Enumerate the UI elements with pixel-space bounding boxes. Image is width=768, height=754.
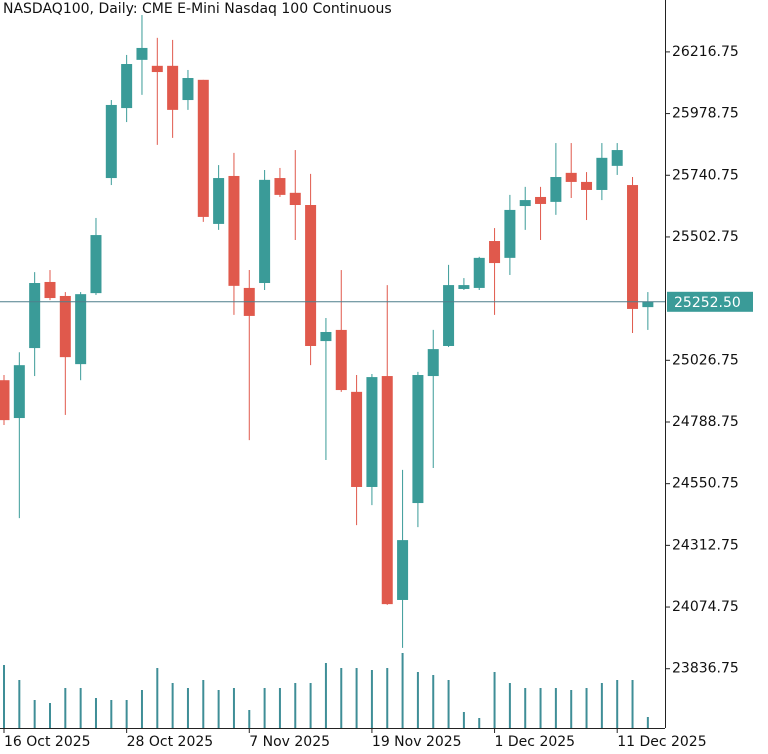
candle-body bbox=[535, 196, 547, 204]
candle-body bbox=[550, 177, 562, 202]
candle-body bbox=[504, 209, 516, 258]
candle-body bbox=[443, 285, 455, 346]
candle-body bbox=[0, 380, 10, 421]
y-tick-label: 23836.75 bbox=[672, 661, 739, 677]
candle-body bbox=[13, 365, 25, 419]
candle-body bbox=[259, 179, 271, 284]
candle-body bbox=[136, 47, 148, 60]
candle-body bbox=[197, 79, 209, 217]
y-tick-label: 25026.75 bbox=[672, 352, 739, 368]
candle-body bbox=[90, 235, 102, 294]
candle-body bbox=[105, 104, 117, 179]
y-tick-label: 25740.75 bbox=[672, 167, 739, 183]
candle-body bbox=[274, 178, 286, 195]
candle-body bbox=[458, 285, 470, 289]
candle-body bbox=[228, 175, 240, 286]
y-tick-label: 24312.75 bbox=[672, 537, 739, 553]
candle-body bbox=[611, 150, 623, 166]
candle-body bbox=[489, 241, 501, 264]
y-tick-label: 25978.75 bbox=[672, 106, 739, 122]
candle-body bbox=[121, 64, 133, 109]
candle-body bbox=[473, 257, 485, 288]
candle-body bbox=[366, 377, 378, 487]
candle-body bbox=[213, 178, 225, 224]
x-tick-label: 16 Oct 2025 bbox=[4, 734, 91, 750]
candle-body bbox=[642, 301, 654, 308]
candle-body bbox=[335, 329, 347, 391]
chart-title: NASDAQ100, Daily: CME E-Mini Nasdaq 100 … bbox=[3, 1, 392, 17]
candle-body bbox=[519, 200, 531, 207]
candle-body bbox=[565, 172, 577, 182]
candle-body bbox=[29, 283, 41, 349]
x-tick-label: 28 Oct 2025 bbox=[127, 734, 214, 750]
x-tick-label: 11 Dec 2025 bbox=[617, 734, 706, 750]
x-tick-label: 19 Nov 2025 bbox=[372, 734, 462, 750]
candle-body bbox=[305, 205, 317, 346]
candle-body bbox=[427, 349, 439, 377]
y-tick-label: 24550.75 bbox=[672, 476, 739, 492]
candle-body bbox=[320, 331, 332, 342]
candle-body bbox=[289, 192, 301, 206]
y-tick-label: 26216.75 bbox=[672, 44, 739, 60]
candle-body bbox=[397, 540, 409, 600]
last-price-label: 25252.50 bbox=[674, 295, 741, 311]
candle-body bbox=[596, 157, 608, 190]
candle-body bbox=[44, 281, 56, 299]
x-tick-label: 7 Nov 2025 bbox=[249, 734, 330, 750]
candle-body bbox=[381, 376, 393, 605]
candle-body bbox=[151, 65, 163, 73]
candle-body bbox=[581, 181, 593, 190]
candle-body bbox=[167, 65, 179, 110]
y-tick-label: 24788.75 bbox=[672, 414, 739, 430]
candle-body bbox=[75, 294, 87, 365]
candle-body bbox=[182, 78, 194, 101]
y-tick-label: 25502.75 bbox=[672, 229, 739, 245]
candle-body bbox=[59, 295, 71, 358]
x-tick-label: 1 Dec 2025 bbox=[495, 734, 576, 750]
candle-body bbox=[627, 185, 639, 309]
candle-body bbox=[351, 391, 363, 487]
y-tick-label: 24074.75 bbox=[672, 599, 739, 615]
last-price-box bbox=[667, 291, 753, 312]
candle-body bbox=[412, 375, 424, 504]
